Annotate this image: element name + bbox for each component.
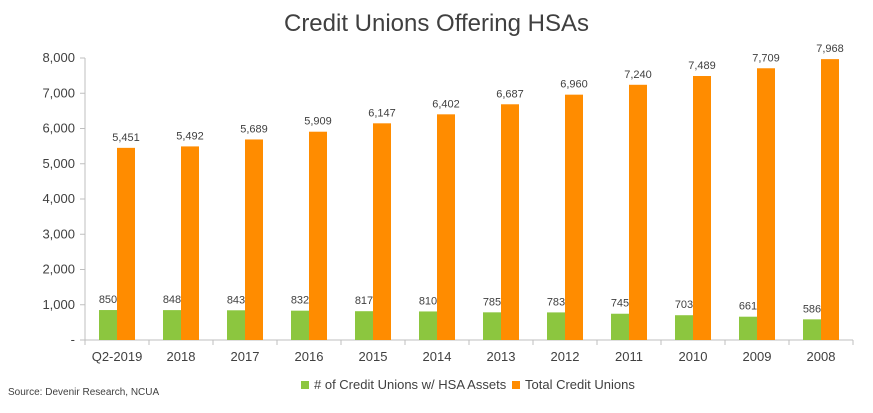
x-tick-label: 2016 <box>295 349 324 364</box>
data-label-hsa: 745 <box>611 298 629 310</box>
data-label-total: 6,147 <box>368 107 396 119</box>
data-label-total: 5,492 <box>176 130 204 142</box>
bar-total <box>757 68 775 340</box>
data-label-total: 7,709 <box>752 52 780 64</box>
data-label-total: 5,689 <box>240 123 268 135</box>
data-label-total: 5,909 <box>304 116 332 128</box>
bar-hsa <box>739 316 757 340</box>
data-label-total: 6,687 <box>496 88 524 100</box>
y-tick-label: 1,000 <box>42 297 75 312</box>
data-label-hsa: 832 <box>291 295 309 307</box>
bar-total <box>693 76 711 340</box>
data-label-hsa: 843 <box>227 294 245 306</box>
bar-total <box>309 131 327 340</box>
bar-hsa <box>163 310 181 340</box>
data-label-hsa: 661 <box>739 301 757 313</box>
bar-hsa <box>675 315 693 340</box>
y-tick-label: 7,000 <box>42 85 75 100</box>
y-tick-label: 6,000 <box>42 121 75 136</box>
bar-hsa <box>547 312 565 340</box>
legend-item-total: Total Credit Unions <box>512 377 635 392</box>
y-tick-label: - <box>71 332 75 347</box>
x-tick-label: Q2-2019 <box>92 349 143 364</box>
x-tick-label: 2010 <box>679 349 708 364</box>
bar-total <box>501 104 519 340</box>
bar-total <box>565 94 583 340</box>
legend-label-hsa: # of Credit Unions w/ HSA Assets <box>314 377 507 392</box>
data-label-total: 7,240 <box>624 69 652 81</box>
data-label-hsa: 850 <box>99 294 117 306</box>
bar-hsa <box>803 319 821 340</box>
bar-total <box>629 84 647 340</box>
data-label-hsa: 817 <box>355 295 373 307</box>
data-label-hsa: 703 <box>675 299 693 311</box>
y-tick-label: 4,000 <box>42 191 75 206</box>
bar-hsa <box>291 310 309 340</box>
bar-hsa <box>611 313 629 340</box>
x-tick-label: 2018 <box>167 349 196 364</box>
bar-total <box>117 147 135 340</box>
x-tick-label: 2017 <box>231 349 260 364</box>
data-label-hsa: 783 <box>547 296 565 308</box>
bar-hsa <box>483 312 501 340</box>
bar-total <box>821 59 839 341</box>
bar-total <box>373 123 391 340</box>
chart-title: Credit Unions Offering HSAs <box>283 10 589 37</box>
source-note: Source: Devenir Research, NCUA <box>8 387 160 398</box>
x-tick-label: 2013 <box>487 349 516 364</box>
data-label-hsa: 785 <box>483 296 501 308</box>
bar-total <box>245 139 263 340</box>
legend-item-hsa: # of Credit Unions w/ HSA Assets <box>301 377 506 392</box>
data-label-total: 7,968 <box>816 43 844 55</box>
x-tick-label: 2011 <box>615 349 643 364</box>
bar-total <box>437 114 455 340</box>
data-label-hsa: 586 <box>803 303 821 315</box>
x-tick-label: 2009 <box>743 349 772 364</box>
data-label-total: 5,451 <box>112 132 140 144</box>
bar-hsa <box>227 310 245 340</box>
bar-total <box>181 146 199 340</box>
x-tick-label: 2008 <box>807 349 836 364</box>
data-label-total: 7,489 <box>688 60 716 72</box>
x-tick-label: 2012 <box>551 349 580 364</box>
bar-hsa <box>419 311 437 340</box>
legend-swatch-hsa <box>301 380 309 389</box>
data-label-hsa: 810 <box>419 295 437 307</box>
y-tick-label: 8,000 <box>42 50 75 65</box>
y-tick-label: 3,000 <box>42 226 75 241</box>
bar-hsa <box>99 310 117 340</box>
legend-swatch-total <box>512 380 520 389</box>
data-label-total: 6,402 <box>432 98 460 110</box>
legend-label-total: Total Credit Unions <box>525 377 635 392</box>
x-tick-label: 2015 <box>359 349 388 364</box>
bar-hsa <box>355 311 373 340</box>
x-tick-label: 2014 <box>423 349 452 364</box>
y-tick-label: 2,000 <box>42 262 75 277</box>
data-label-hsa: 848 <box>163 294 181 306</box>
data-label-total: 6,960 <box>560 79 588 91</box>
y-tick-label: 5,000 <box>42 156 75 171</box>
